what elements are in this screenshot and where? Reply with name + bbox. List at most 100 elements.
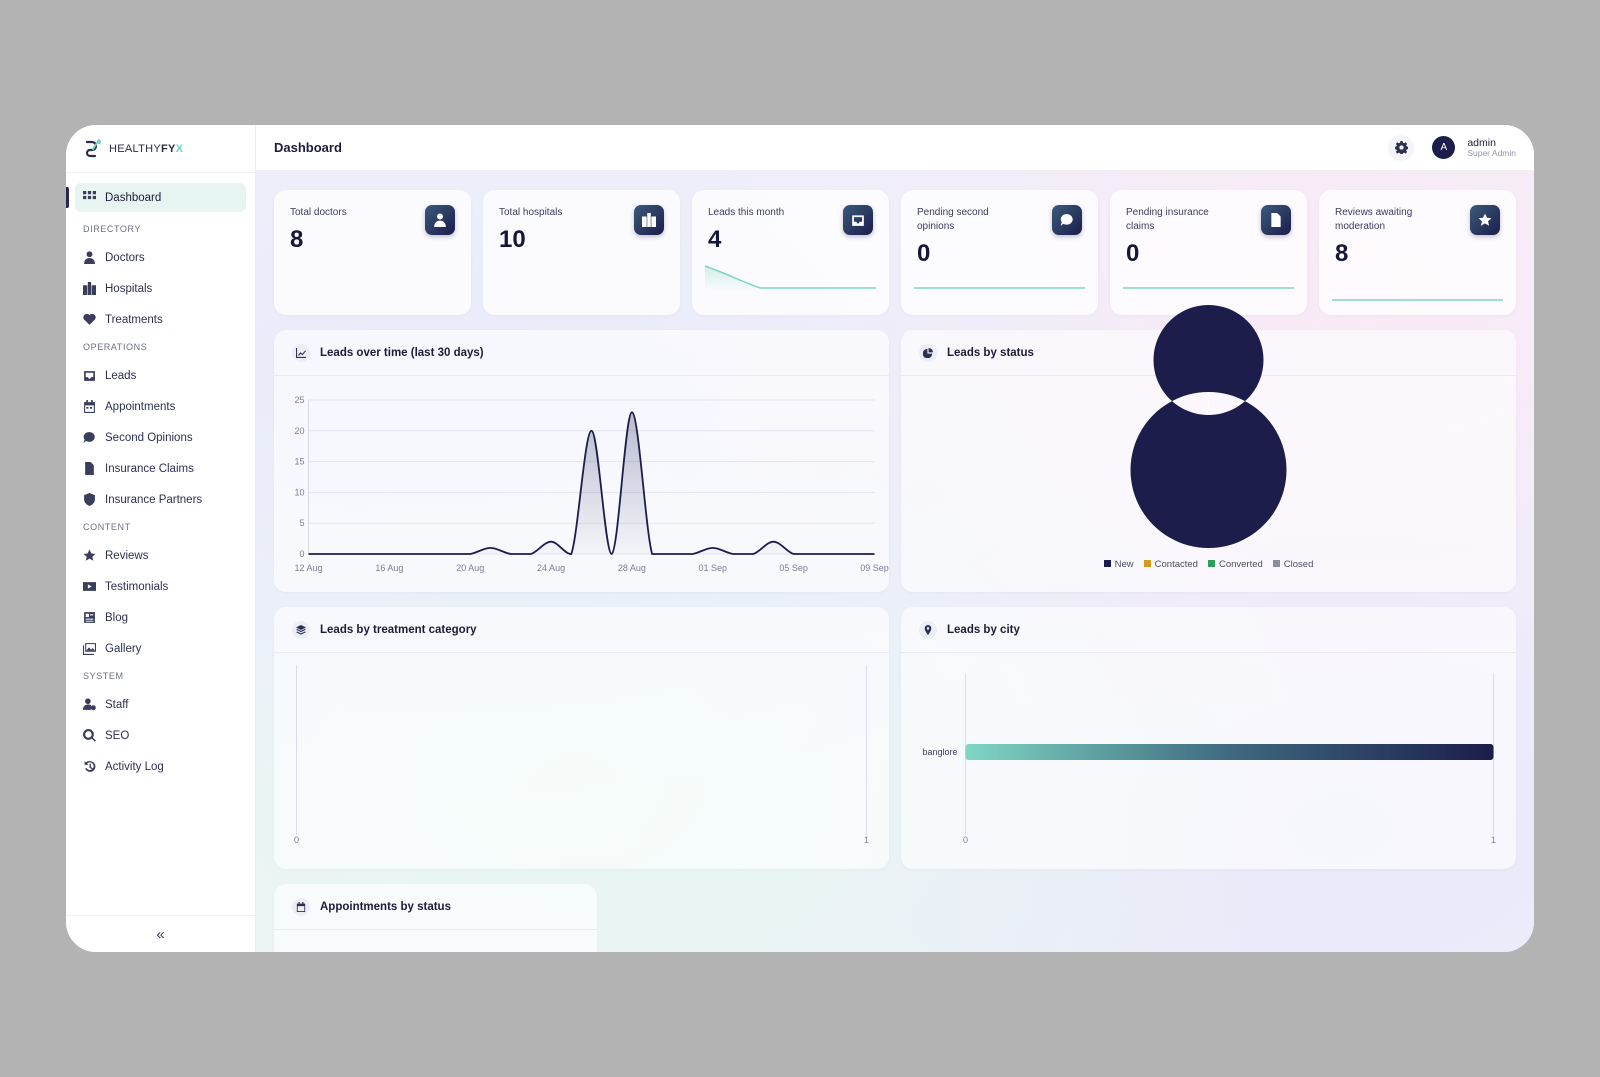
y-tick-label: 25 — [294, 395, 304, 405]
star-icon — [83, 549, 96, 562]
sidebar-item-treatments[interactable]: Treatments — [75, 304, 246, 335]
user-menu[interactable]: admin Super Admin — [1467, 137, 1516, 159]
sidebar-item-label: Reviews — [105, 549, 149, 562]
stat-label: Total doctors — [290, 207, 347, 218]
stat-card-reviews-awaiting-moderation[interactable]: Reviews awaiting moderation 8 — [1319, 190, 1516, 315]
sidebar-item-label: Insurance Partners — [105, 493, 203, 506]
sparkline — [1123, 261, 1294, 291]
settings-button[interactable] — [1388, 134, 1415, 161]
app-window: HEALTHYFYX Dashboard DIRECTORY Doctors H… — [66, 125, 1534, 952]
card-title: Appointments by status — [320, 900, 451, 913]
stats-row: Total doctors 8 Total hospitals 10 Leads… — [274, 190, 1516, 315]
layers-icon — [292, 620, 310, 639]
stat-label: Pending second opinions — [917, 207, 989, 232]
sidebar-item-second-opinions[interactable]: Second Opinions — [75, 422, 246, 453]
y-tick-label: 15 — [294, 457, 304, 467]
map-pin-icon — [919, 620, 937, 639]
section-operations: OPERATIONS — [83, 342, 148, 352]
video-icon — [83, 580, 96, 593]
x-tick-label: 20 Aug — [456, 563, 484, 573]
collapse-sidebar-button[interactable]: « — [66, 915, 255, 952]
brand-logo[interactable]: HEALTHYFYX — [66, 125, 255, 173]
stat-card-total-hospitals[interactable]: Total hospitals 10 — [483, 190, 680, 315]
stat-card-leads-this-month[interactable]: Leads this month 4 — [692, 190, 889, 315]
comment-icon — [1052, 205, 1082, 235]
user-doctor-icon — [83, 251, 96, 264]
card-title: Leads over time (last 30 days) — [320, 346, 484, 359]
main-area: Dashboard A admin Super Admin Total doct… — [256, 125, 1534, 952]
sidebar-item-doctors[interactable]: Doctors — [75, 242, 246, 273]
legend-item-closed[interactable]: Closed — [1272, 559, 1313, 570]
sidebar-item-label: Doctors — [105, 251, 145, 264]
legend-swatch — [1272, 560, 1280, 567]
donut-slice[interactable] — [1130, 305, 1287, 548]
y-tick-label: 10 — [294, 487, 304, 497]
grid-icon — [83, 191, 96, 204]
legend-item-contacted[interactable]: Contacted — [1143, 559, 1198, 570]
sidebar-item-hospitals[interactable]: Hospitals — [75, 273, 246, 304]
stat-label: Total hospitals — [499, 207, 563, 218]
stat-value: 10 — [499, 226, 526, 253]
bar[interactable] — [965, 744, 1494, 760]
sidebar-item-blog[interactable]: Blog — [75, 602, 246, 633]
y-tick-label: 0 — [299, 549, 304, 559]
stat-card-pending-second-opinions[interactable]: Pending second opinions 0 — [901, 190, 1098, 315]
images-icon — [83, 642, 96, 655]
series-line — [308, 411, 875, 555]
sidebar-item-insurance-claims[interactable]: Insurance Claims — [75, 453, 246, 484]
x-tick-label: 1 — [1491, 835, 1496, 845]
chart-line-icon — [292, 343, 310, 362]
sidebar-item-activity-log[interactable]: Activity Log — [75, 751, 246, 782]
sidebar-item-seo[interactable]: SEO — [75, 720, 246, 751]
sidebar-item-leads[interactable]: Leads — [75, 360, 246, 391]
logo-icon — [85, 138, 101, 157]
leads-by-status-chart — [901, 305, 1516, 592]
sidebar-item-reviews[interactable]: Reviews — [75, 540, 246, 571]
legend-item-new[interactable]: New — [1103, 559, 1134, 570]
inbox-icon — [843, 205, 873, 235]
stat-card-pending-insurance-claims[interactable]: Pending insurance claims 0 — [1110, 190, 1307, 315]
sidebar-nav: Dashboard DIRECTORY Doctors Hospitals Tr… — [66, 173, 255, 915]
legend-item-converted[interactable]: Converted — [1207, 559, 1263, 570]
sidebar-item-testimonials[interactable]: Testimonials — [75, 571, 246, 602]
sidebar-item-label: Appointments — [105, 400, 176, 413]
heart-pulse-icon — [83, 313, 96, 326]
sidebar-item-insurance-partners[interactable]: Insurance Partners — [75, 484, 246, 515]
x-tick-label: 16 Aug — [375, 563, 403, 573]
chart-legend: New Contacted Converted Closed — [901, 559, 1516, 570]
doctor-icon — [425, 205, 455, 235]
bar-chart-svg: 0 1 banglore — [922, 673, 1496, 845]
sidebar-item-label: Dashboard — [105, 191, 162, 204]
card-leads-by-status: Leads by status New Contacted Converted Clo… — [901, 305, 1516, 592]
brand-name: HEALTHYFYX — [109, 142, 184, 155]
user-name: admin — [1467, 136, 1496, 149]
sidebar-item-appointments[interactable]: Appointments — [75, 391, 246, 422]
shield-icon — [83, 493, 96, 506]
stat-value: 4 — [708, 226, 722, 253]
gear-icon — [1394, 141, 1408, 154]
card-leads-over-time: Leads over time (last 30 days) 0 5 10 15 20 2… — [274, 330, 889, 592]
calendar-icon — [83, 400, 96, 413]
legend-swatch — [1143, 560, 1151, 567]
legend-swatch — [1103, 560, 1111, 567]
x-tick-label: 12 Aug — [294, 563, 322, 573]
newspaper-icon — [83, 611, 96, 624]
x-tick-label: 1 — [864, 835, 869, 845]
sidebar-item-gallery[interactable]: Gallery — [75, 633, 246, 664]
legend-swatch — [1207, 560, 1215, 567]
avatar[interactable]: A — [1432, 136, 1456, 159]
series-area — [308, 412, 875, 554]
sidebar-item-dashboard[interactable]: Dashboard — [66, 183, 246, 212]
hospital-icon — [634, 205, 664, 235]
stat-value: 0 — [1126, 240, 1140, 267]
sparkline — [914, 261, 1085, 291]
card-title: Leads by status — [947, 346, 1034, 359]
sidebar-item-staff[interactable]: Staff — [75, 689, 246, 720]
stat-card-total-doctors[interactable]: Total doctors 8 — [274, 190, 471, 315]
calendar-icon — [292, 897, 310, 916]
page-title: Dashboard — [274, 140, 342, 155]
stat-label: Pending insurance claims — [1126, 207, 1209, 232]
